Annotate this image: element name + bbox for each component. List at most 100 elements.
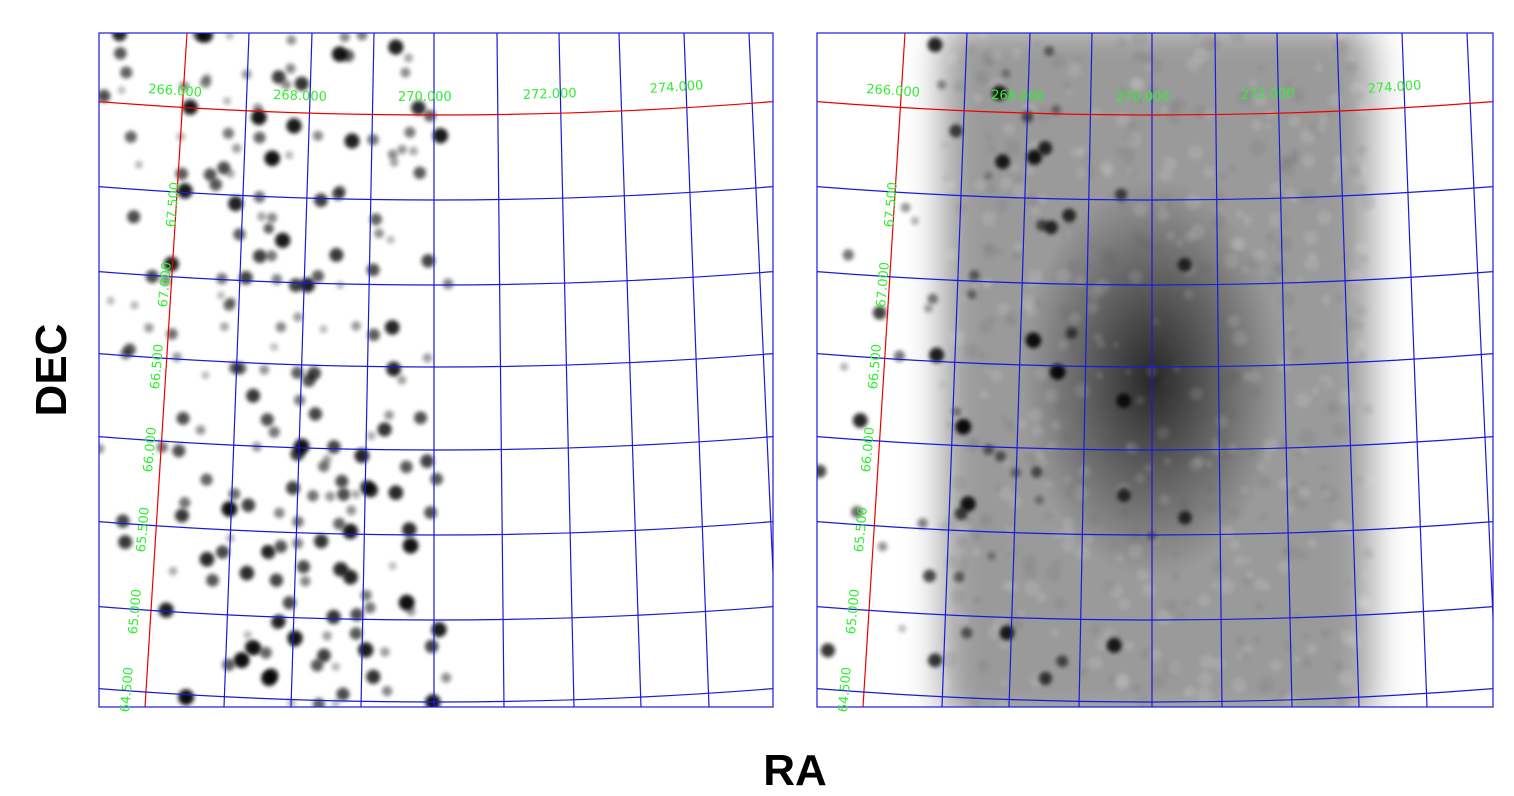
- dec-tick-label: 65.000: [126, 588, 145, 635]
- star: [206, 573, 219, 587]
- star: [130, 301, 139, 310]
- dec-tick-label: 65.000: [844, 588, 863, 635]
- noise-speck: [1175, 238, 1184, 247]
- noise-speck: [1356, 340, 1366, 350]
- noise-speck: [1076, 166, 1089, 179]
- star: [386, 361, 402, 377]
- noise-speck: [1286, 325, 1293, 332]
- noise-speck: [1193, 104, 1209, 120]
- noise-speck: [1135, 97, 1143, 104]
- star: [966, 289, 977, 300]
- star: [307, 490, 319, 502]
- star: [356, 33, 368, 41]
- noise-speck: [1258, 678, 1274, 694]
- noise-speck: [1155, 244, 1163, 252]
- star: [274, 232, 291, 249]
- star: [344, 133, 360, 149]
- noise-speck: [1227, 314, 1241, 328]
- star: [432, 128, 449, 144]
- noise-speck: [956, 612, 970, 626]
- star: [898, 624, 907, 633]
- noise-speck: [943, 516, 960, 533]
- noise-speck: [1011, 47, 1022, 58]
- noise-speck: [1298, 550, 1309, 561]
- noise-speck: [984, 58, 993, 67]
- star: [1114, 188, 1128, 201]
- star: [366, 263, 380, 277]
- dec-grid-line: [99, 101, 773, 116]
- star: [400, 460, 413, 474]
- noise-speck: [1062, 526, 1076, 539]
- star: [112, 33, 127, 42]
- noise-speck: [1156, 426, 1170, 440]
- star: [851, 506, 863, 518]
- noise-speck: [1360, 254, 1368, 263]
- noise-speck: [1067, 259, 1080, 272]
- star: [424, 639, 439, 654]
- noise-speck: [1128, 270, 1143, 285]
- noise-speck: [1036, 591, 1047, 602]
- noise-speck: [945, 248, 957, 261]
- noise-speck: [1311, 387, 1320, 395]
- noise-speck: [1164, 397, 1173, 407]
- noise-speck: [1071, 146, 1083, 158]
- star: [200, 473, 213, 486]
- star: [404, 126, 416, 138]
- star: [251, 109, 267, 126]
- noise-speck: [1003, 541, 1018, 556]
- noise-speck: [1219, 578, 1235, 594]
- noise-speck: [1151, 67, 1159, 74]
- noise-speck: [1060, 222, 1075, 238]
- dec-grid-line: [99, 186, 773, 201]
- star: [1044, 220, 1059, 235]
- star: [199, 76, 211, 88]
- star: [380, 647, 390, 657]
- noise-speck: [1341, 254, 1349, 262]
- star: [1043, 46, 1055, 57]
- noise-speck: [974, 70, 989, 85]
- star: [292, 537, 304, 549]
- noise-speck: [1230, 33, 1245, 43]
- star: [226, 169, 235, 179]
- noise-speck: [956, 562, 969, 575]
- noise-speck: [1229, 165, 1236, 172]
- ra-grid-line: [144, 33, 188, 707]
- noise-speck: [1197, 594, 1211, 607]
- noise-speck: [951, 475, 968, 492]
- noise-speck: [1333, 169, 1343, 179]
- dec-tick-label: 66.000: [859, 426, 878, 473]
- noise-speck: [1332, 39, 1348, 55]
- noise-speck: [1328, 92, 1343, 107]
- noise-speck: [1200, 34, 1217, 51]
- noise-speck: [1126, 441, 1139, 454]
- star: [195, 425, 206, 435]
- star: [318, 460, 330, 472]
- dec-grid-line: [817, 606, 1493, 621]
- noise-speck: [1241, 266, 1248, 274]
- noise-speck: [1068, 311, 1082, 325]
- star: [1116, 393, 1132, 408]
- noise-speck: [1078, 465, 1091, 478]
- noise-speck: [1285, 504, 1294, 514]
- noise-speck: [1335, 293, 1344, 302]
- star: [1106, 637, 1122, 653]
- noise-speck: [978, 351, 986, 359]
- noise-speck: [1256, 461, 1267, 472]
- noise-speck: [1165, 231, 1175, 241]
- noise-speck: [1293, 494, 1309, 509]
- star: [336, 687, 350, 701]
- noise-speck: [1117, 37, 1127, 48]
- noise-speck: [1240, 486, 1249, 494]
- dec-tick-label: 66.500: [866, 343, 885, 390]
- star: [388, 485, 404, 501]
- noise-speck: [1211, 657, 1226, 671]
- noise-speck: [1147, 85, 1159, 96]
- noise-speck: [1143, 463, 1153, 473]
- noise-speck: [1163, 457, 1172, 465]
- dec-grid-line: [99, 271, 773, 286]
- star: [326, 609, 341, 625]
- noise-speck: [1124, 369, 1131, 376]
- noise-speck: [1158, 494, 1170, 505]
- star: [179, 497, 191, 509]
